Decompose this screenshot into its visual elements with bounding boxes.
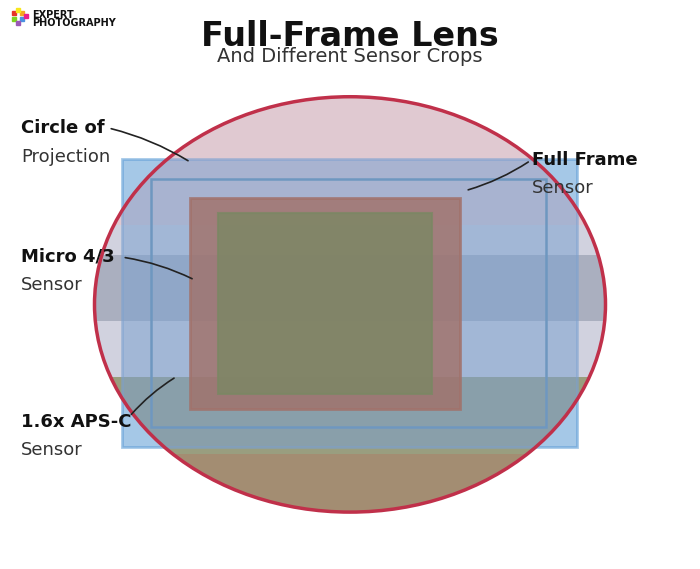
Text: Full Frame: Full Frame xyxy=(532,151,638,169)
Text: Micro 4/3: Micro 4/3 xyxy=(21,248,115,266)
Text: Circle of: Circle of xyxy=(21,119,104,138)
Text: Projection: Projection xyxy=(21,148,111,166)
Text: Sensor: Sensor xyxy=(532,179,594,197)
Text: Sensor: Sensor xyxy=(21,276,83,294)
Text: Full-Frame Lens: Full-Frame Lens xyxy=(201,20,499,53)
Circle shape xyxy=(94,97,606,512)
Text: Sensor: Sensor xyxy=(21,441,83,459)
Text: And Different Sensor Crops: And Different Sensor Crops xyxy=(217,47,483,65)
Bar xyxy=(94,377,606,512)
Text: EXPERT: EXPERT xyxy=(32,10,74,20)
Bar xyxy=(218,213,432,394)
Bar xyxy=(94,254,606,321)
Bar xyxy=(150,179,546,427)
Bar xyxy=(122,159,577,447)
Text: 1.6x APS-C: 1.6x APS-C xyxy=(21,413,132,431)
Circle shape xyxy=(94,97,606,512)
Bar xyxy=(94,97,606,294)
Bar xyxy=(94,97,606,225)
Bar xyxy=(190,198,460,409)
Text: PHOTOGRAPHY: PHOTOGRAPHY xyxy=(32,18,116,28)
Bar xyxy=(94,454,606,512)
